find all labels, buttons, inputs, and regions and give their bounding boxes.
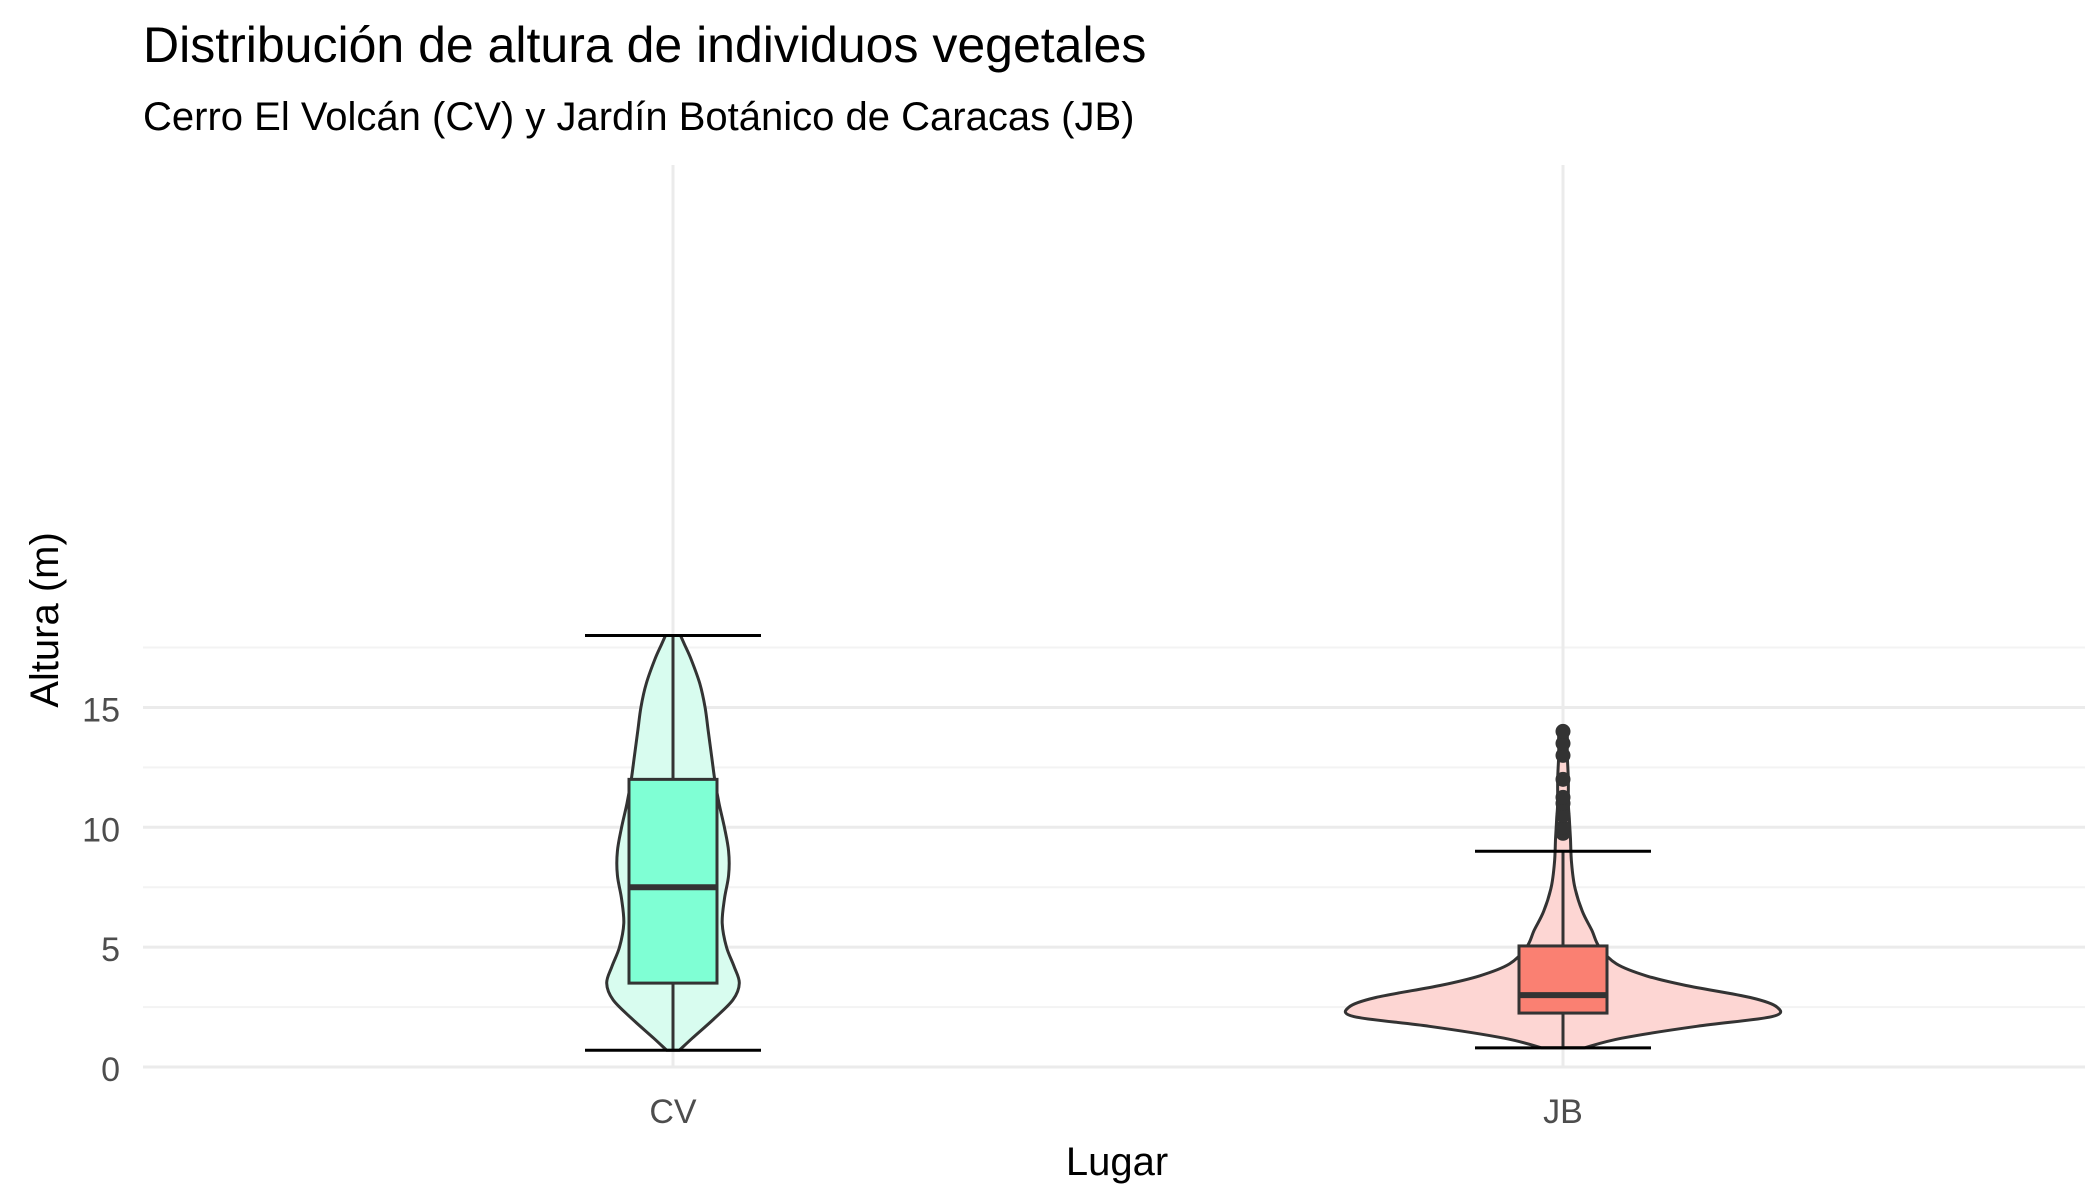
outlier-point-jb [1555, 747, 1571, 763]
outlier-layer [1555, 723, 1571, 841]
outlier-point-jb [1555, 771, 1571, 787]
y-tick-label: 0 [101, 1051, 120, 1089]
y-axis-ticks: 0 5 10 15 [82, 691, 120, 1089]
x-tick-label-jb: JB [1543, 1093, 1583, 1131]
chart-title: Distribución de altura de individuos veg… [143, 17, 1146, 73]
y-tick-label: 15 [82, 691, 120, 729]
x-tick-label-cv: CV [649, 1093, 697, 1131]
x-axis-ticks: CV JB [649, 1093, 1582, 1131]
outlier-point-jb [1555, 819, 1571, 835]
chart-subtitle: Cerro El Volcán (CV) y Jardín Botánico d… [143, 95, 1135, 139]
y-axis-title: Altura (m) [23, 532, 67, 708]
y-tick-label: 10 [82, 811, 120, 849]
outlier-point-jb [1555, 789, 1571, 805]
y-tick-label: 5 [101, 931, 120, 969]
x-axis-title: Lugar [1066, 1140, 1168, 1184]
box-jb [1517, 944, 1609, 1015]
outlier-point-jb [1555, 807, 1571, 823]
box-cv [627, 777, 719, 985]
box-layer [585, 634, 1651, 1052]
outlier-point-jb [1555, 723, 1571, 739]
outlier-point-jb [1555, 735, 1571, 751]
